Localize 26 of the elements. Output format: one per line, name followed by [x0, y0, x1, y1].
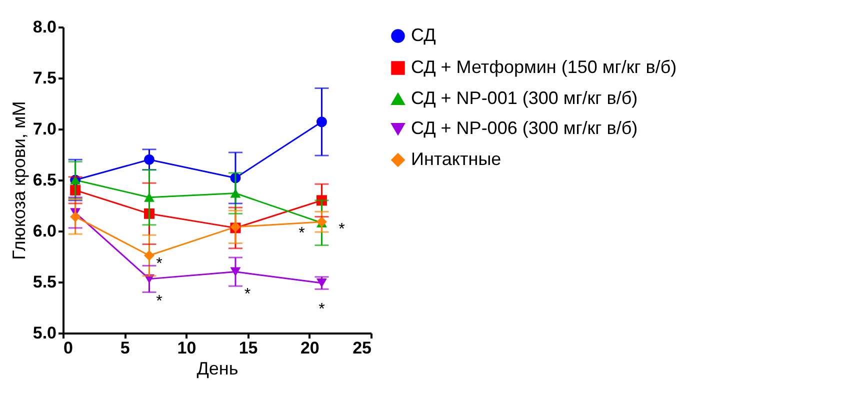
annotation: * [156, 255, 162, 272]
x-tick-label: 0 [64, 338, 73, 358]
annotation: * [298, 224, 305, 242]
annotation: * [318, 301, 325, 318]
y-axis-title: Глюкоза крови, мМ [8, 101, 29, 260]
y-tick-label: 6.0 [32, 222, 56, 240]
x-tick-label: 10 [177, 338, 196, 358]
x-tick-label: 5 [120, 338, 130, 358]
x-tick-label: 15 [238, 338, 258, 358]
y-tick-label: 8.0 [32, 18, 56, 36]
annotation: * [338, 220, 345, 238]
y-tick-label: 5.0 [32, 324, 56, 342]
x-tick-label: 20 [300, 338, 320, 358]
legend-label: СД [411, 25, 436, 45]
annotation: * [156, 292, 162, 310]
y-tick-label: 5.5 [32, 272, 56, 292]
legend-label: СД + NP-001 (300 мг/кг в/б) [411, 88, 638, 108]
y-tick-label: 7.0 [32, 120, 56, 138]
y-tick-label: 6.5 [32, 170, 56, 190]
x-tick-label: 25 [352, 338, 372, 358]
legend-label: Интактные [411, 149, 502, 169]
annotation: * [244, 286, 251, 303]
x-axis-title: День [196, 358, 238, 378]
legend-label: СД + NP-006 (300 мг/кг в/б) [411, 118, 638, 138]
legend-label: СД + Метформин (150 мг/кг в/б) [411, 57, 677, 77]
y-tick-label: 7.5 [32, 68, 56, 88]
